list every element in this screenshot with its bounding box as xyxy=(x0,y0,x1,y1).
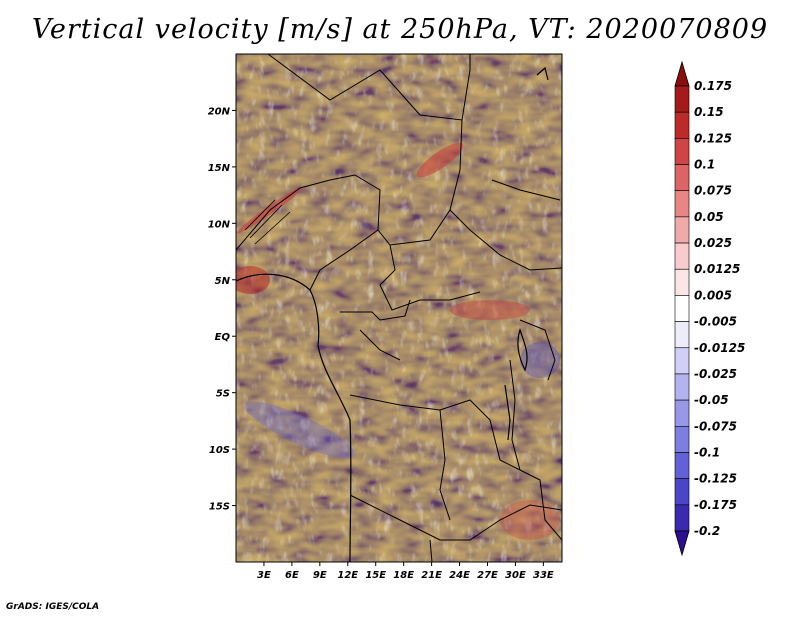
lon-tick-label: 9E xyxy=(313,570,327,581)
lat-tick-label: 5S xyxy=(216,389,230,400)
colorbar: 0.175 0.15 0.125 0.1 0.075 0.05 0.025 0.0125 0.0… xyxy=(674,60,745,557)
colorbar-segment xyxy=(674,373,690,401)
colorbar-label: -0.125 xyxy=(694,472,737,486)
lat-tick-label: EQ xyxy=(215,332,231,343)
lon-tick-label: 6E xyxy=(285,570,299,581)
lat-tick-label: 5N xyxy=(215,276,231,287)
lon-tick-label: 18E xyxy=(393,570,414,581)
vertical-velocity-field xyxy=(236,54,562,562)
lon-tick-label: 12E xyxy=(337,570,358,581)
lat-tick-label: 15S xyxy=(209,502,230,513)
colorbar-segment xyxy=(674,216,690,244)
map-title: Vertical velocity [m/s] at 250hPa, VT: 2… xyxy=(31,14,769,45)
colorbar-segment xyxy=(674,504,690,532)
colorbar-label: -0.0125 xyxy=(694,341,745,355)
colorbar-label: 0.005 xyxy=(694,288,732,302)
map-axes: 20N 15N 10N 5N EQ 5S 10S 15S 3E 6E 9E 12E 15E 18E 21E 2… xyxy=(208,106,554,581)
lon-tick-label: 3E xyxy=(257,570,271,581)
colorbar-segment xyxy=(674,268,690,296)
colorbar-label: 0.1 xyxy=(694,158,715,172)
colorbar-label: -0.05 xyxy=(694,393,729,407)
colorbar-label: 0.15 xyxy=(694,105,724,119)
lat-tick-label: 20N xyxy=(208,106,231,117)
lat-tick-label: 10S xyxy=(209,445,230,456)
colorbar-segment xyxy=(674,164,690,192)
country-borders xyxy=(236,54,562,562)
colorbar-label: -0.1 xyxy=(694,445,720,459)
colorbar-label: -0.075 xyxy=(694,419,737,433)
lat-tick-label: 15N xyxy=(208,163,231,174)
colorbar-label: -0.175 xyxy=(694,498,737,512)
colorbar-segment xyxy=(674,321,690,349)
colorbar-segment xyxy=(674,452,690,479)
colorbar-label: 0.125 xyxy=(694,131,732,145)
colorbar-segment xyxy=(674,295,690,322)
colorbar-segment xyxy=(674,242,690,270)
colorbar-label: 0.175 xyxy=(694,79,732,93)
colorbar-segment xyxy=(674,399,690,427)
colorbar-label: 0.05 xyxy=(694,210,724,224)
colorbar-label: -0.2 xyxy=(694,524,720,538)
grads-credit: GrADS: IGES/COLA xyxy=(6,602,100,612)
lon-tick-label: 15E xyxy=(365,570,386,581)
colorbar-segment xyxy=(674,138,690,165)
lon-tick-label: 30E xyxy=(505,570,526,581)
lat-tick-label: 10N xyxy=(208,219,231,230)
lon-tick-label: 33E xyxy=(533,570,554,581)
colorbar-top-triangle xyxy=(674,60,690,87)
colorbar-segment xyxy=(674,425,690,453)
colorbar-segment xyxy=(674,111,690,139)
colorbar-bottom-triangle xyxy=(674,530,690,557)
lon-tick-label: 21E xyxy=(421,570,442,581)
colorbar-label: 0.0125 xyxy=(694,262,740,276)
colorbar-segment xyxy=(674,190,690,218)
colorbar-segment xyxy=(674,347,690,375)
colorbar-label: 0.025 xyxy=(694,236,732,250)
lon-tick-label: 27E xyxy=(477,570,498,581)
colorbar-segment xyxy=(674,478,690,506)
colorbar-label: -0.005 xyxy=(694,315,737,329)
colorbar-segment xyxy=(674,85,690,113)
map-frame xyxy=(235,53,563,563)
colorbar-label: -0.025 xyxy=(694,367,737,381)
colorbar-label: 0.075 xyxy=(694,184,732,198)
lon-tick-label: 24E xyxy=(449,570,470,581)
